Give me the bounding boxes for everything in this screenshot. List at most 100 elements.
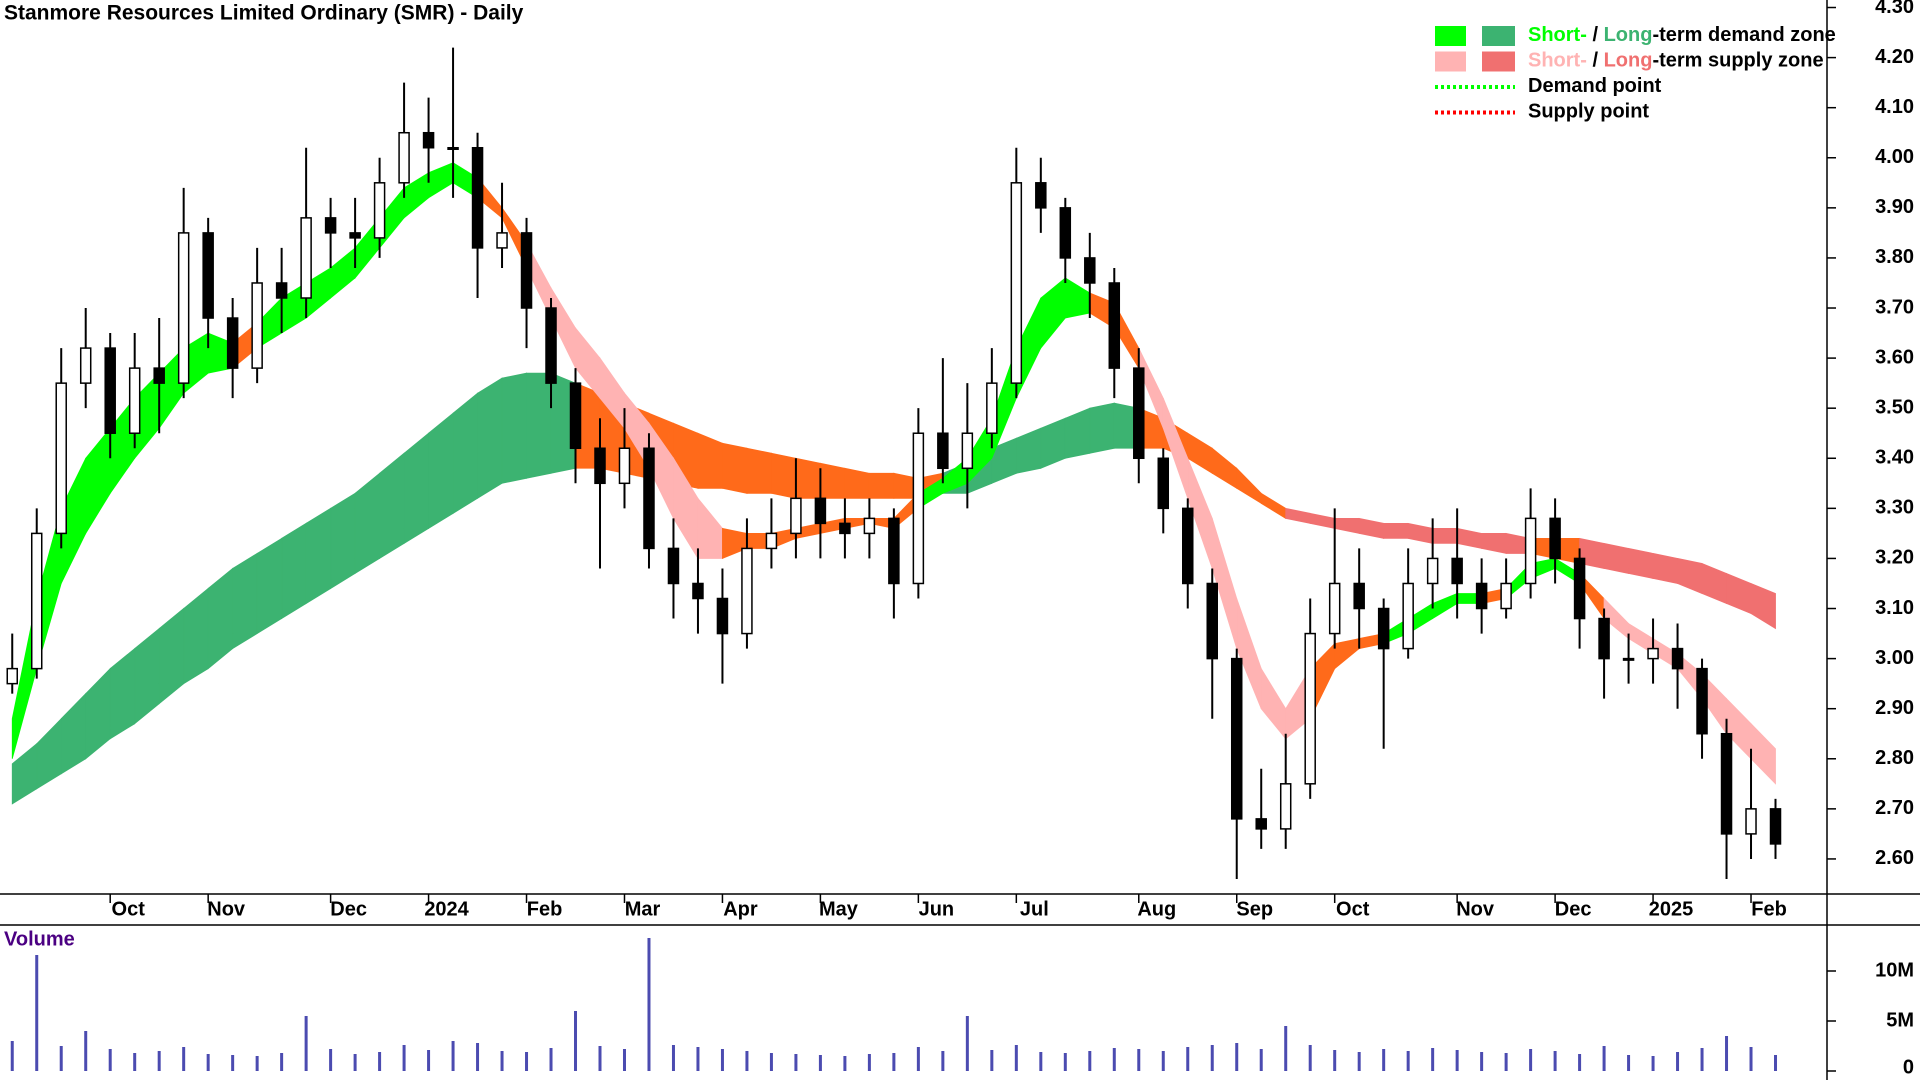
legend-label: Demand point — [1528, 75, 1662, 97]
volume-bar — [1186, 1047, 1190, 1071]
volume-bar — [1210, 1045, 1214, 1071]
candle-body — [986, 382, 998, 434]
volume-bar — [1161, 1051, 1165, 1071]
candle-body — [545, 307, 557, 384]
candle-body — [888, 517, 900, 585]
y-tick-label: 4.20 — [1875, 46, 1914, 68]
candle-body — [839, 522, 851, 535]
volume-bar — [280, 1053, 284, 1071]
x-tick-label: Feb — [1751, 898, 1787, 920]
zone-segment — [256, 537, 283, 635]
volume-bar — [1284, 1026, 1288, 1071]
volume-bar — [255, 1056, 259, 1071]
zone-segment — [722, 442, 748, 494]
y-tick-label: 2.70 — [1875, 797, 1914, 819]
volume-bar — [1651, 1056, 1655, 1071]
y-tick-label: 2.60 — [1875, 847, 1914, 869]
zone-segment — [697, 432, 723, 489]
volume-bar — [892, 1053, 896, 1071]
candle-body — [790, 497, 802, 535]
candle-body — [1475, 582, 1488, 610]
volume-tick-label: 0 — [1903, 1056, 1914, 1078]
volume-bar — [1725, 1036, 1729, 1071]
volume-bar — [1235, 1043, 1239, 1071]
candle-body — [1084, 257, 1096, 284]
volume-bar — [1700, 1048, 1704, 1071]
zone-segment — [428, 412, 454, 530]
candle-body — [471, 146, 484, 249]
legend-text: Short- — [1528, 50, 1587, 72]
volume-bar — [1774, 1055, 1778, 1071]
volume-bar — [1504, 1053, 1508, 1071]
candle-body — [716, 597, 729, 635]
volume-bar — [84, 1031, 88, 1071]
volume-bar — [745, 1051, 749, 1071]
volume-bar — [1431, 1048, 1435, 1071]
legend-text: / — [1587, 24, 1604, 46]
volume-panel — [10, 938, 1778, 1071]
legend-text: -term supply zone — [1652, 50, 1823, 72]
candle-body — [1108, 282, 1121, 369]
volume-bar — [10, 1041, 14, 1071]
candle-body — [349, 232, 361, 239]
volume-bar — [1676, 1052, 1680, 1071]
candle-body — [1230, 657, 1243, 820]
x-tick-label: Aug — [1137, 898, 1176, 920]
zone-segment — [795, 457, 821, 499]
volume-bar — [1455, 1050, 1459, 1071]
candle-body — [863, 517, 876, 535]
y-tick-label: 3.10 — [1875, 597, 1914, 619]
candle-body — [520, 232, 533, 309]
candle-body — [961, 432, 974, 470]
x-tick-label: Jul — [1020, 898, 1049, 920]
candle-body — [643, 447, 655, 550]
chart-title: Stanmore Resources Limited Ordinary (SMR… — [4, 2, 524, 25]
volume-bar — [769, 1053, 773, 1071]
volume-bar — [304, 1016, 308, 1071]
legend-text: Short- — [1528, 24, 1587, 46]
y-tick-label: 2.80 — [1875, 747, 1914, 769]
zone-segment — [501, 372, 527, 484]
y-tick-label: 3.40 — [1875, 447, 1914, 469]
volume-bar — [206, 1054, 210, 1071]
candle-body — [1353, 582, 1365, 610]
volume-bar — [1382, 1049, 1386, 1071]
volume-bar — [427, 1050, 431, 1071]
volume-bar — [1333, 1050, 1337, 1071]
x-tick-label: Sep — [1236, 898, 1273, 920]
candle-body — [226, 317, 239, 369]
zone-segment — [1652, 552, 1678, 584]
y-tick-label: 2.90 — [1875, 697, 1914, 719]
zone-segment — [868, 472, 895, 499]
candle-body — [177, 232, 190, 384]
volume-bar — [157, 1051, 161, 1071]
volume-bar — [941, 1051, 945, 1071]
legend-label: Short- / Long-term supply zone — [1528, 50, 1824, 72]
legend-swatch — [1482, 51, 1515, 72]
candle-body — [1720, 732, 1733, 835]
volume-tick-label: 5M — [1886, 1009, 1914, 1031]
candle-body — [692, 582, 704, 600]
candle-body — [1549, 517, 1561, 560]
zone-segment — [1089, 402, 1115, 454]
zone-segment — [526, 372, 552, 479]
legend-text: Supply point — [1528, 101, 1649, 123]
volume-bar — [549, 1048, 553, 1071]
zone-segment — [232, 552, 258, 650]
candle-body — [814, 497, 827, 525]
y-tick-label: 3.60 — [1875, 346, 1914, 368]
zone-segment — [844, 467, 870, 499]
volume-bar — [965, 1016, 969, 1071]
volume-bar — [35, 955, 39, 1071]
volume-bar — [622, 1049, 626, 1071]
candle-body — [79, 347, 92, 384]
x-tick-label: Oct — [1336, 898, 1370, 920]
candle-body — [1377, 607, 1390, 650]
volume-bar — [59, 1046, 63, 1071]
candle-body — [202, 232, 214, 319]
legend-text: Demand point — [1528, 75, 1662, 97]
zone-segment — [1603, 542, 1629, 574]
zone-segment — [1432, 527, 1458, 544]
